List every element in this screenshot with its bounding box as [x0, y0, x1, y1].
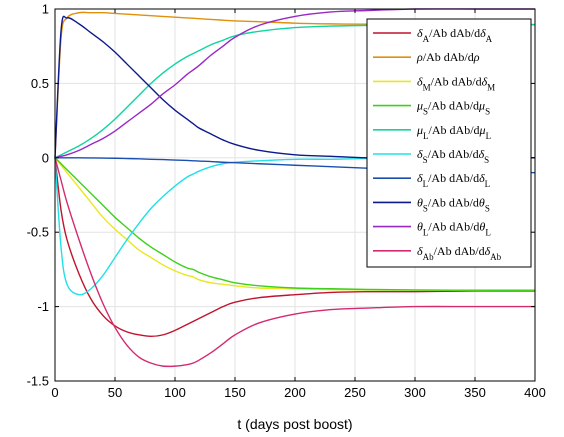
y-tick-label: -1 [37, 299, 49, 314]
series-line-3 [54, 157, 535, 291]
legend-entry-label: θS/Ab dAb/dθS [417, 195, 490, 213]
series-line-10 [54, 157, 535, 368]
legend-entry-label: δA/Ab dAb/dδA [417, 26, 493, 44]
x-tick-label: 300 [404, 385, 426, 400]
x-tick-label: 100 [164, 385, 186, 400]
x-tick-label: 350 [464, 385, 486, 400]
y-tick-label: -1.5 [27, 374, 49, 389]
legend-entry-label: ρ/Ab dAb/dρ [416, 50, 480, 64]
x-tick-label: 150 [224, 385, 246, 400]
series-line-9 [54, 8, 535, 159]
legend-entry-label: θL/Ab dAb/dθL [417, 220, 491, 238]
series-line-7 [55, 157, 536, 174]
legend-entry-label: δS/Ab dAb/dδS [417, 147, 489, 165]
legend-box [366, 18, 532, 268]
x-tick-label: 250 [344, 385, 366, 400]
x-tick-label: 50 [108, 385, 122, 400]
series-line-2 [54, 11, 536, 158]
legend-entry-label: δL/Ab dAb/dδL [417, 171, 490, 189]
series-line-5 [54, 23, 536, 159]
x-axis-title: t (days post boost) [237, 416, 352, 432]
x-tick-label: 0 [51, 385, 58, 400]
x-tick-label: 400 [524, 385, 546, 400]
legend-entry-label: μL/Ab dAb/dμL [416, 123, 491, 141]
series-line-6 [54, 157, 536, 296]
legend: δA/Ab dAb/dδA ρ/Ab dAb/dρ δM/Ab dAb/dδM μS/… [366, 18, 532, 268]
series-lines [54, 8, 536, 368]
series-line-1 [54, 157, 536, 338]
y-tick-label: 1 [42, 2, 49, 17]
y-tick-label: 0 [42, 150, 49, 165]
legend-entry-label: μS/Ab dAb/dμS [416, 99, 490, 117]
legend-entry-label: δAb/Ab dAb/dδAb [417, 244, 502, 262]
series-line-4 [54, 157, 536, 291]
legend-entry-label: δM/Ab dAb/dδM [417, 74, 495, 92]
axis-ticks: 0 50 100 150 200 250 300 350 400 -1.5 -1 -0.5 0 0.5 1 [27, 2, 546, 401]
series-line-8 [54, 15, 535, 159]
x-tick-label: 200 [284, 385, 306, 400]
y-tick-label: -0.5 [27, 225, 49, 240]
y-tick-label: 0.5 [31, 76, 49, 91]
